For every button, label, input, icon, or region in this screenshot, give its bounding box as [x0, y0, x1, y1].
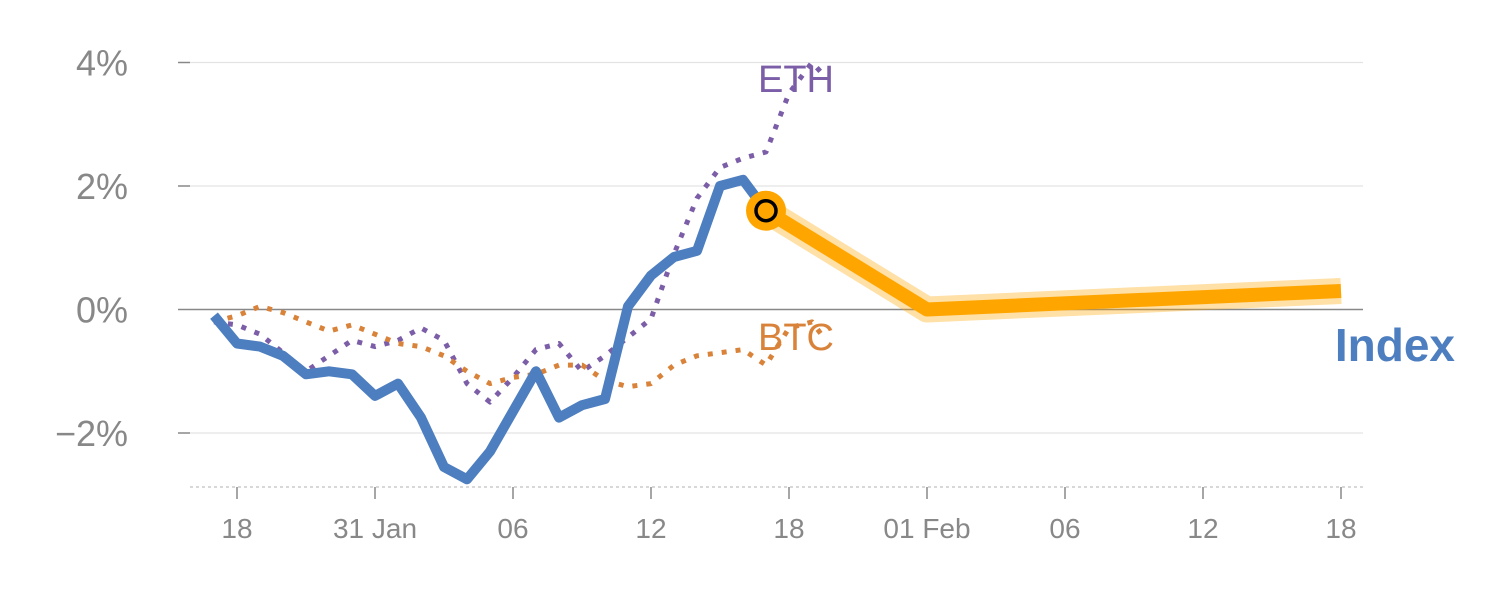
- index-series-line: [210, 174, 771, 485]
- x-tick-label: 18: [1325, 513, 1356, 544]
- series-layer: [210, 60, 1342, 485]
- x-tick-label: 18: [221, 513, 252, 544]
- current-point-marker: [754, 198, 778, 223]
- x-tick-label: 01 Feb: [883, 513, 970, 544]
- y-tick-label: 2%: [76, 166, 128, 207]
- eth-series-line: [213, 60, 826, 405]
- labels-layer: ETH BTC Index: [758, 59, 1455, 371]
- x-tick-label: 06: [497, 513, 528, 544]
- x-tick-label: 31 Jan: [333, 513, 417, 544]
- y-tick-label: 4%: [76, 43, 128, 84]
- x-tick-label: 12: [635, 513, 666, 544]
- axes: 4% 2% 0% −2% 18 31 Jan 06 12 18 01 Feb 06 12 18: [55, 43, 1365, 544]
- grid-lines: [190, 61, 1363, 434]
- x-tick-label: 18: [773, 513, 804, 544]
- y-tick-label: 0%: [76, 290, 128, 331]
- index-series-label: Index: [1335, 319, 1456, 371]
- y-tick-label: −2%: [55, 413, 128, 454]
- forecast-band-line: [762, 204, 1342, 317]
- eth-series-label: ETH: [758, 59, 834, 101]
- x-tick-label: 12: [1187, 513, 1218, 544]
- x-tick-label: 06: [1049, 513, 1080, 544]
- btc-series-label: BTC: [758, 317, 834, 359]
